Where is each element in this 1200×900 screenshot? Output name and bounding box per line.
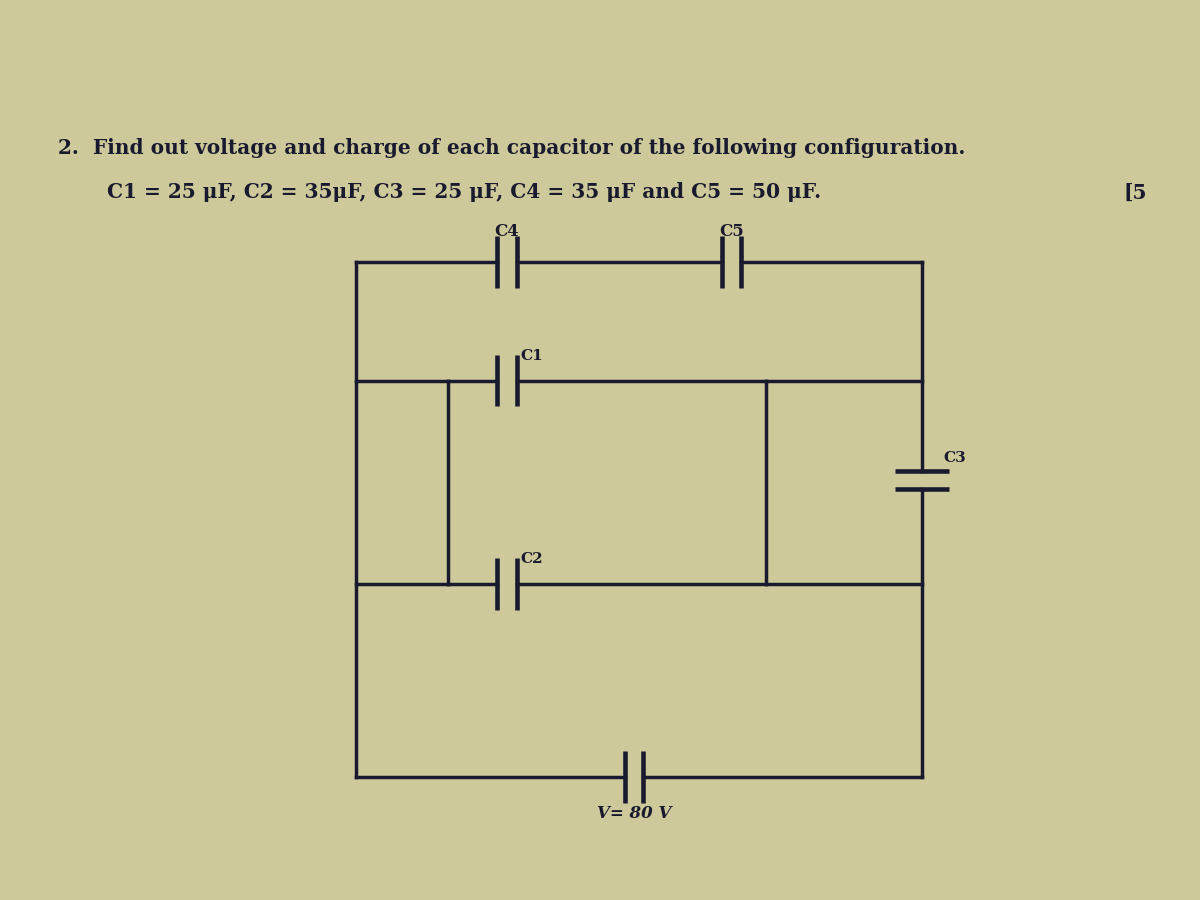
Text: C2: C2 [520, 552, 542, 566]
Text: 2.  Find out voltage and charge of each capacitor of the following configuration: 2. Find out voltage and charge of each c… [58, 138, 965, 157]
Text: C4: C4 [494, 223, 520, 240]
Text: C1: C1 [520, 349, 542, 363]
Text: [5: [5 [1123, 183, 1146, 202]
Text: V= 80 V: V= 80 V [596, 805, 671, 822]
Text: C1 = 25 μF, C2 = 35μF, C3 = 25 μF, C4 = 35 μF and C5 = 50 μF.: C1 = 25 μF, C2 = 35μF, C3 = 25 μF, C4 = … [107, 183, 821, 202]
Text: C3: C3 [943, 451, 966, 465]
Text: C5: C5 [719, 223, 744, 240]
